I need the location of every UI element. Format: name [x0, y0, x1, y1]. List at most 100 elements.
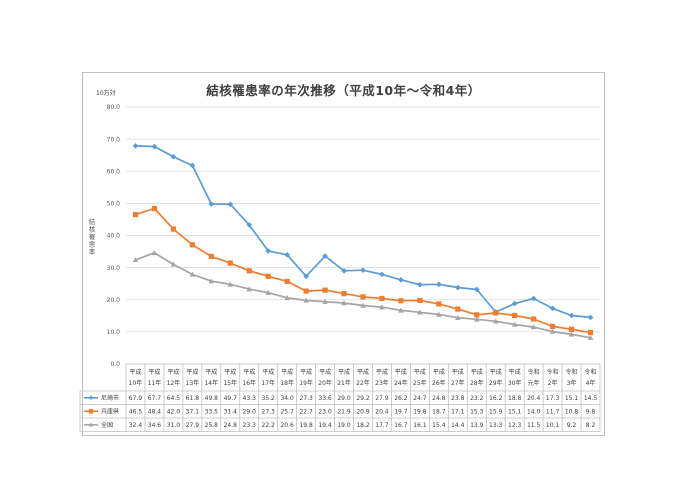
x-tick-label: 2年 [548, 379, 558, 387]
y-tick-label: 0.0 [110, 361, 120, 368]
y-tick-label: 60.0 [107, 168, 121, 175]
data-point [189, 242, 195, 248]
data-point [322, 287, 328, 293]
data-point [284, 251, 290, 258]
table-value: 27.9 [186, 422, 200, 429]
table-value: 64.5 [167, 395, 181, 402]
data-point [322, 298, 328, 304]
x-tick-label: 14年 [204, 379, 218, 387]
data-point [379, 295, 385, 302]
x-tick-label: 平成 [395, 368, 407, 376]
x-tick-label: 28年 [470, 379, 484, 387]
table-value: 16.7 [394, 422, 408, 429]
table-value: 24.8 [432, 395, 446, 402]
data-point [170, 153, 177, 160]
x-tick-label: 平成 [243, 368, 255, 376]
table-value: 20.4 [527, 395, 541, 402]
data-point [587, 329, 594, 336]
data-point [511, 300, 518, 307]
y-tick-label: 40.0 [107, 233, 121, 240]
x-tick-label: 平成 [490, 368, 502, 376]
data-point [417, 297, 423, 303]
data-point [303, 288, 309, 294]
x-tick-label: 23年 [375, 379, 389, 387]
table-value: 17.1 [451, 408, 465, 415]
table-value: 19.8 [413, 408, 427, 415]
data-point [455, 284, 461, 291]
y-tick-label: 20.0 [107, 297, 121, 304]
x-tick-label: 平成 [319, 368, 331, 376]
x-tick-label: 平成 [433, 368, 445, 376]
table-value: 29.0 [243, 408, 257, 415]
x-tick-label: 17年 [261, 379, 275, 387]
x-tick-label: 平成 [414, 368, 426, 376]
data-point [341, 268, 347, 274]
data-point [303, 273, 309, 280]
table-value: 31.4 [224, 408, 238, 415]
table-value: 48.4 [148, 408, 162, 415]
table-value: 33.5 [205, 408, 219, 415]
table-value: 11.5 [527, 422, 541, 429]
data-point [493, 310, 499, 316]
legend-label: 兵庫県 [101, 407, 119, 415]
x-tick-label: 30年 [508, 379, 522, 387]
table-value: 15.1 [565, 395, 579, 402]
table-value: 18.2 [356, 422, 370, 429]
data-point [398, 307, 404, 313]
x-tick-label: 10年 [129, 379, 143, 387]
data-point [550, 323, 556, 330]
table-value: 22.7 [299, 408, 313, 415]
table-value: 33.6 [318, 395, 332, 402]
y-tick-label: 70.0 [107, 136, 121, 143]
data-point [379, 304, 385, 310]
table-value: 8.2 [586, 422, 596, 429]
data-point [568, 331, 575, 337]
data-point [227, 260, 233, 266]
table-value: 9.8 [586, 408, 596, 415]
table-value: 20.9 [356, 408, 370, 415]
data-point [473, 316, 480, 322]
table-value: 23.2 [470, 395, 484, 402]
x-tick-label: 平成 [471, 368, 483, 376]
data-point [568, 312, 575, 319]
chart-title: 結核罹患率の年次推移（平成10年～令和4年） [206, 83, 481, 98]
table-value: 15.3 [470, 408, 484, 415]
x-tick-label: 平成 [186, 368, 198, 376]
x-tick-label: 平成 [452, 368, 464, 376]
x-tick-label: 20年 [318, 379, 332, 387]
data-point [284, 295, 290, 301]
data-point [170, 226, 176, 232]
x-tick-label: 26年 [432, 379, 446, 387]
table-value: 9.2 [567, 422, 577, 429]
table-value: 32.4 [129, 422, 143, 429]
data-point [436, 281, 442, 288]
x-tick-label: 3年 [567, 379, 577, 387]
table-value: 21.9 [337, 408, 351, 415]
table-value: 12.3 [508, 422, 522, 429]
table-value: 25.8 [205, 422, 219, 429]
table-value: 37.1 [186, 408, 200, 415]
x-tick-label: 15年 [223, 379, 237, 387]
legend-label: 尼崎市 [101, 394, 119, 402]
data-point [360, 302, 366, 308]
data-point [473, 286, 480, 293]
data-point [151, 250, 158, 256]
x-tick-label: 平成 [509, 368, 521, 376]
data-point [417, 309, 423, 315]
table-value: 25.7 [280, 408, 294, 415]
unit-label: 10万対 [96, 90, 116, 97]
y-tick-label: 50.0 [107, 201, 121, 208]
data-point [587, 334, 594, 340]
chart-frame [82, 72, 605, 436]
table-value: 67.9 [129, 395, 143, 402]
data-point [246, 222, 253, 228]
y-axis-title: 結核罹患率 [87, 218, 95, 256]
data-point [151, 143, 158, 150]
data-point [549, 305, 556, 312]
table-value: 35.2 [262, 395, 276, 402]
data-point [170, 261, 177, 267]
table-value: 46.5 [129, 408, 143, 415]
x-tick-label: 平成 [376, 368, 388, 376]
data-point [341, 291, 347, 297]
